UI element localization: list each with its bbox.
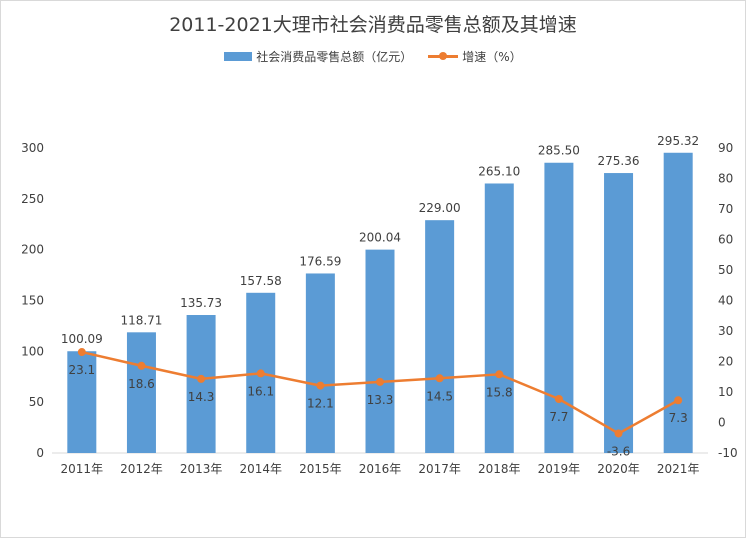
x-tick-label: 2013年: [180, 462, 223, 476]
growth-point: [137, 361, 146, 370]
bar-value-label: 135.73: [180, 296, 222, 310]
growth-point: [376, 377, 384, 386]
bar: [186, 315, 216, 453]
bar-value-label: 118.71: [120, 313, 162, 327]
growth-point: [77, 348, 86, 357]
bar: [365, 249, 395, 453]
legend-item-line: 增速（%）: [428, 48, 522, 65]
growth-point: [674, 396, 683, 405]
legend-bar-swatch: [224, 52, 253, 61]
y-right-tick-label: 30: [718, 324, 733, 338]
growth-value-label: -3.6: [607, 444, 630, 458]
growth-value-label: 12.1: [307, 397, 334, 411]
y-right-tick-label: 0: [718, 416, 726, 430]
growth-value-label: 18.6: [128, 377, 155, 391]
legend-line-label: 增速（%）: [462, 50, 522, 64]
x-tick-label: 2011年: [61, 462, 104, 476]
x-tick-label: 2012年: [120, 462, 163, 476]
y-right-tick-label: -10: [718, 446, 738, 460]
bar-value-label: 229.00: [419, 201, 461, 215]
growth-value-label: 14.3: [188, 390, 215, 404]
bar: [126, 332, 156, 453]
x-tick-label: 2018年: [478, 462, 521, 476]
bar: [484, 183, 514, 453]
growth-value-label: 15.8: [486, 385, 513, 399]
growth-value-label: 13.3: [367, 393, 394, 407]
x-tick-label: 2015年: [299, 462, 342, 476]
bar: [425, 220, 455, 453]
y-right-tick-label: 40: [718, 294, 733, 308]
bar: [663, 152, 693, 453]
growth-point: [495, 370, 504, 379]
y-left-tick-label: 300: [21, 141, 44, 155]
y-right-tick-label: 20: [718, 355, 733, 369]
y-left-tick-label: 200: [21, 243, 44, 257]
legend: 社会消费品零售总额（亿元） 增速（%）: [0, 48, 746, 65]
x-tick-label: 2020年: [597, 462, 640, 476]
x-tick-label: 2016年: [359, 462, 402, 476]
bar: [604, 173, 634, 453]
growth-point: [316, 381, 325, 390]
x-tick-label: 2014年: [239, 462, 282, 476]
legend-item-bars: 社会消费品零售总额（亿元）: [224, 48, 412, 65]
x-tick-label: 2017年: [418, 462, 461, 476]
growth-value-label: 14.5: [426, 389, 453, 403]
legend-line-swatch: [428, 52, 459, 61]
bar-value-label: 200.04: [359, 231, 401, 245]
bar: [67, 351, 97, 453]
bar-value-label: 265.10: [478, 164, 520, 178]
growth-point: [554, 395, 563, 404]
y-right-tick-label: 90: [718, 141, 733, 155]
bar-value-label: 285.50: [538, 144, 580, 158]
x-tick-label: 2021年: [657, 462, 700, 476]
growth-value-label: 7.3: [669, 411, 688, 425]
y-right-tick-label: 50: [718, 263, 733, 277]
chart-title: 2011-2021大理市社会消费品零售总额及其增速: [169, 14, 577, 36]
growth-point: [256, 369, 265, 378]
bar-value-label: 176.59: [299, 254, 341, 268]
y-left-tick-label: 250: [21, 192, 44, 206]
bar-value-label: 100.09: [61, 332, 103, 346]
growth-point: [435, 374, 444, 383]
y-left-tick-label: 150: [21, 294, 44, 308]
bar: [305, 273, 335, 453]
bar-value-label: 157.58: [240, 274, 282, 288]
y-left-tick-label: 100: [21, 344, 44, 358]
x-tick-label: 2019年: [538, 462, 581, 476]
y-right-tick-label: 10: [718, 385, 733, 399]
growth-value-label: 16.1: [247, 384, 274, 398]
y-left-tick-label: 50: [29, 395, 44, 409]
y-right-tick-label: 80: [718, 172, 733, 186]
growth-value-label: 23.1: [68, 363, 95, 377]
growth-value-label: 7.7: [549, 410, 568, 424]
bar-value-label: 275.36: [598, 154, 640, 168]
growth-point: [614, 429, 623, 438]
y-left-tick-label: 0: [36, 446, 44, 460]
growth-point: [197, 374, 206, 383]
y-right-tick-label: 60: [718, 233, 733, 247]
bar-value-label: 295.32: [657, 134, 699, 148]
legend-bars-label: 社会消费品零售总额（亿元）: [256, 50, 413, 64]
y-right-tick-label: 70: [718, 202, 733, 216]
